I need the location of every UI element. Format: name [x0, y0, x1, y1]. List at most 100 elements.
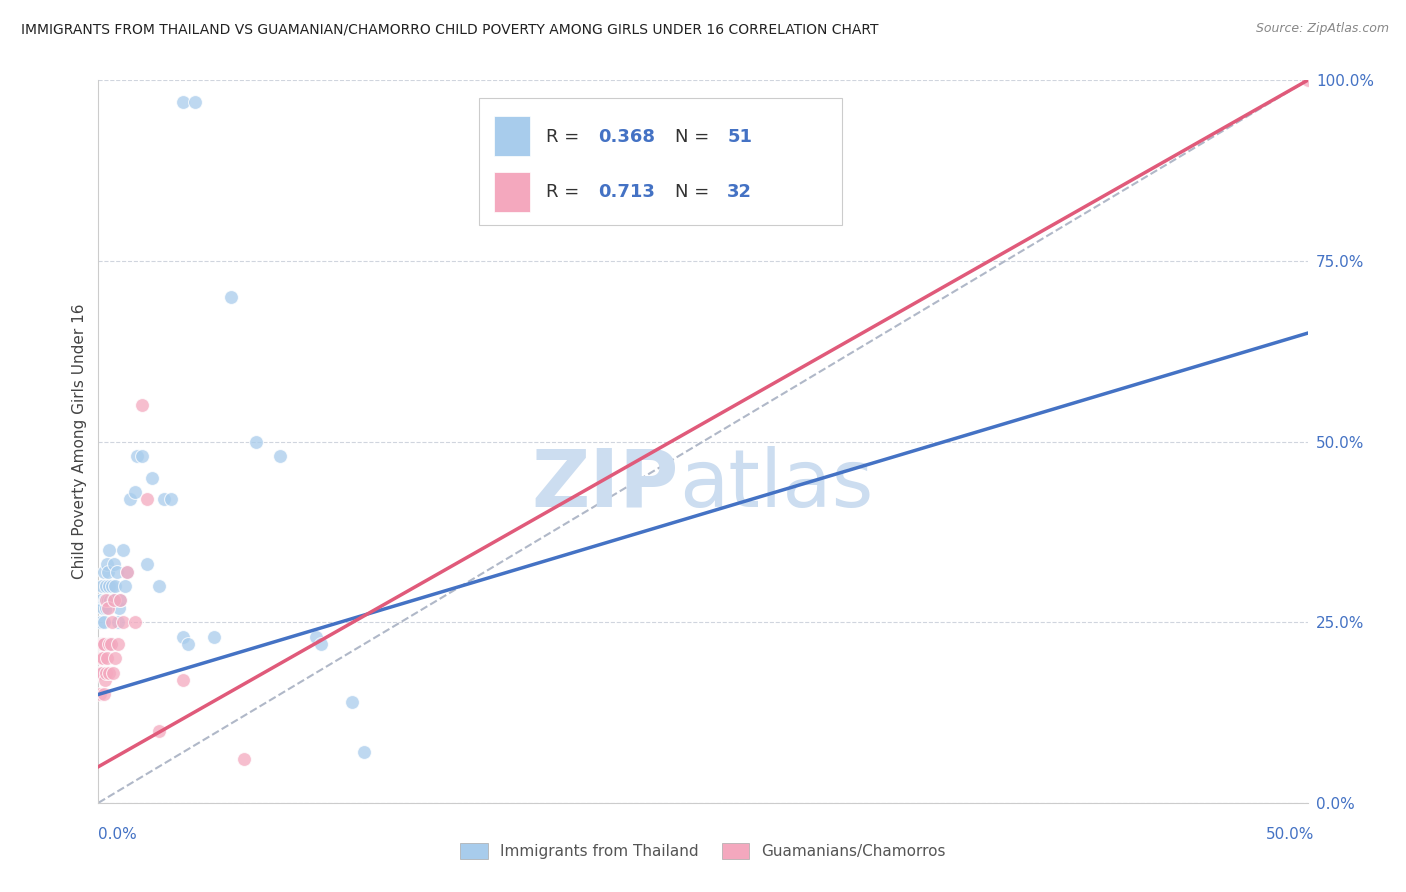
Point [111, 615, 134, 630]
Point [172, 673, 194, 687]
Point [135, 492, 157, 507]
Point [94, 593, 117, 607]
Point [104, 579, 127, 593]
Point [101, 593, 124, 607]
Text: 0.0%: 0.0% [98, 827, 138, 841]
FancyBboxPatch shape [494, 116, 530, 156]
Point [97, 593, 120, 607]
Point [93, 565, 115, 579]
Point [124, 615, 146, 630]
Point [98, 542, 121, 557]
Point [94, 579, 117, 593]
Point [108, 593, 131, 607]
Point [91, 637, 114, 651]
Point [98, 665, 121, 680]
Point [131, 449, 153, 463]
Point [172, 630, 194, 644]
Point [91, 665, 114, 680]
Point [114, 579, 136, 593]
Point [96, 558, 118, 572]
Point [101, 665, 124, 680]
Point [90, 615, 112, 630]
Point [97, 637, 120, 651]
Point [309, 637, 332, 651]
Point [94, 673, 117, 687]
Point [104, 651, 127, 665]
Point [232, 752, 254, 766]
Point [91, 579, 114, 593]
Point [245, 434, 267, 449]
Point [127, 449, 149, 463]
Point [89, 665, 111, 680]
Point [97, 565, 120, 579]
Point [90, 637, 112, 651]
Text: Source: ZipAtlas.com: Source: ZipAtlas.com [1256, 22, 1389, 36]
Legend: Immigrants from Thailand, Guamanians/Chamorros: Immigrants from Thailand, Guamanians/Cha… [456, 838, 950, 863]
Text: R =: R = [546, 128, 585, 145]
Point [342, 695, 364, 709]
Point [177, 637, 200, 651]
Point [91, 651, 114, 665]
Text: R =: R = [546, 183, 585, 202]
Point [107, 637, 129, 651]
Text: 0.713: 0.713 [598, 183, 655, 202]
Text: N =: N = [675, 128, 716, 145]
Point [117, 565, 139, 579]
Point [96, 600, 118, 615]
Point [108, 600, 131, 615]
Text: ZIP: ZIP [531, 446, 679, 524]
Point [108, 593, 131, 607]
Point [100, 637, 122, 651]
Point [100, 637, 122, 651]
Text: N =: N = [675, 183, 716, 202]
Text: 32: 32 [727, 183, 752, 202]
Point [89, 665, 111, 680]
Point [105, 565, 128, 579]
Point [107, 615, 129, 630]
Point [184, 95, 207, 109]
Point [160, 492, 183, 507]
FancyBboxPatch shape [494, 172, 530, 211]
FancyBboxPatch shape [479, 98, 842, 225]
Point [97, 579, 120, 593]
Point [269, 449, 291, 463]
Point [93, 637, 115, 651]
Point [96, 665, 118, 680]
Point [221, 290, 243, 304]
Text: 50.0%: 50.0% [1267, 827, 1315, 841]
Text: 0.368: 0.368 [598, 128, 655, 145]
Point [89, 637, 111, 651]
Point [141, 471, 163, 485]
Point [148, 579, 170, 593]
Point [89, 687, 111, 701]
Point [117, 565, 139, 579]
Point [131, 398, 153, 412]
Point [103, 558, 125, 572]
Point [103, 593, 125, 607]
Point [97, 600, 120, 615]
Point [152, 492, 174, 507]
Point [94, 593, 117, 607]
Text: atlas: atlas [679, 446, 873, 524]
Y-axis label: Child Poverty Among Girls Under 16: Child Poverty Among Girls Under 16 [72, 304, 87, 579]
Point [124, 485, 146, 500]
Point [90, 651, 112, 665]
Point [93, 687, 115, 701]
Text: IMMIGRANTS FROM THAILAND VS GUAMANIAN/CHAMORRO CHILD POVERTY AMONG GIRLS UNDER 1: IMMIGRANTS FROM THAILAND VS GUAMANIAN/CH… [21, 22, 879, 37]
Point [135, 558, 157, 572]
Point [91, 637, 114, 651]
Point [148, 723, 170, 738]
Point [96, 651, 118, 665]
Point [204, 630, 226, 644]
Point [93, 615, 115, 630]
Point [111, 542, 134, 557]
Point [90, 593, 112, 607]
Point [305, 630, 328, 644]
Text: 51: 51 [727, 128, 752, 145]
Point [118, 492, 141, 507]
Point [98, 593, 121, 607]
Point [1296, 73, 1319, 87]
Point [100, 579, 122, 593]
Point [353, 745, 375, 759]
Point [91, 600, 114, 615]
